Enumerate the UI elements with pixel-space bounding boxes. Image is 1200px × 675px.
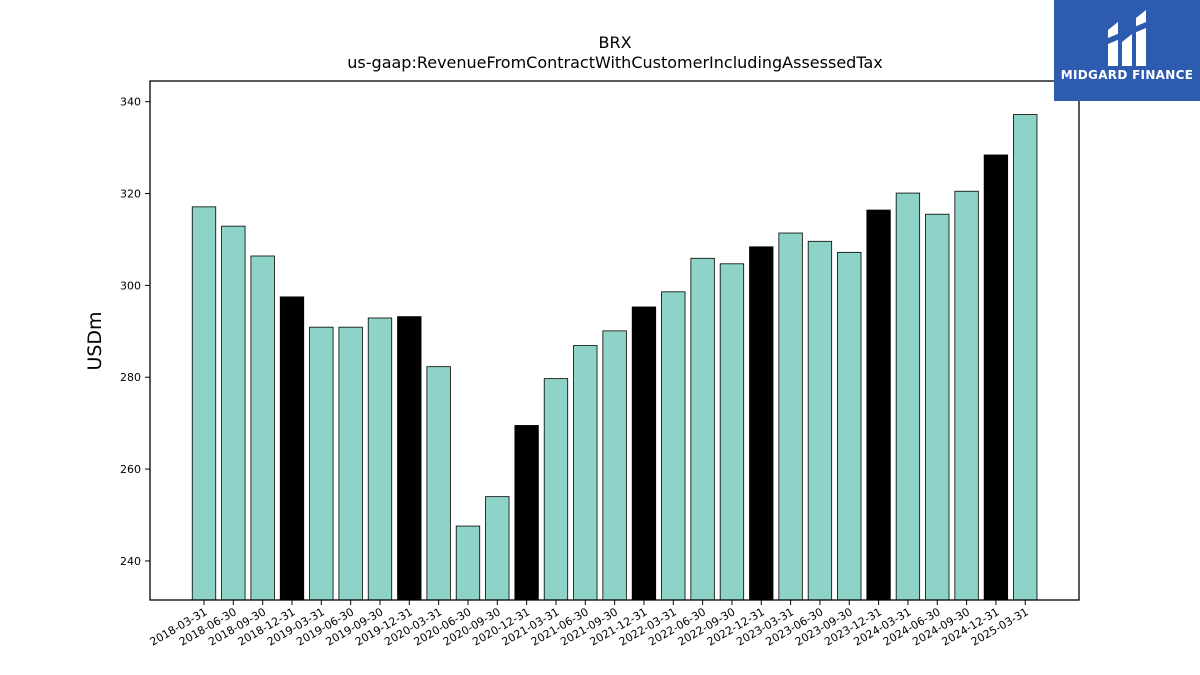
y-tick-label: 260 [120, 463, 141, 476]
bar-2022-12-31 [749, 246, 774, 601]
y-tick-label: 300 [120, 279, 141, 292]
brand-name: MIDGARD FINANCE [1060, 68, 1194, 82]
bar-2021-12-31 [631, 306, 657, 601]
bar-2022-09-30 [719, 263, 745, 601]
y-tick-label: 280 [120, 371, 141, 384]
bar-2023-12-31 [866, 209, 891, 601]
bar-2019-06-30 [338, 326, 363, 601]
bar-2024-12-31 [983, 154, 1009, 601]
bar-2020-12-31 [514, 425, 539, 601]
bars-group [191, 114, 1038, 601]
bar-2022-03-31 [661, 291, 686, 601]
bar-2024-03-31 [895, 192, 921, 601]
bar-2021-06-30 [573, 345, 598, 601]
brand-mark-icon [1108, 10, 1146, 66]
bar-2018-09-30 [250, 255, 275, 601]
bar-2018-12-31 [279, 296, 305, 601]
bar-2018-03-31 [191, 206, 217, 601]
bar-2018-06-30 [221, 225, 246, 601]
bar-2023-09-30 [837, 251, 862, 601]
bar-2020-03-31 [426, 366, 451, 601]
y-tick-label: 340 [120, 96, 141, 109]
bar-2021-03-31 [543, 378, 569, 601]
brand-logo: MIDGARD FINANCE [1054, 0, 1200, 101]
chart-subtitle: us-gaap:RevenueFromContractWithCustomerI… [347, 53, 882, 72]
bar-2024-06-30 [925, 213, 950, 601]
chart-title: BRX [598, 33, 631, 52]
bar-2025-03-31 [1013, 114, 1038, 601]
bar-2019-03-31 [309, 326, 334, 601]
bar-2023-03-31 [778, 232, 803, 601]
bar-2020-09-30 [485, 496, 510, 601]
bar-2019-09-30 [367, 317, 393, 601]
bar-2019-12-31 [397, 316, 422, 601]
bar-2022-06-30 [690, 257, 715, 601]
y-axis-ticks: 240 260 280 300 320 340 [120, 96, 150, 568]
bar-2023-06-30 [807, 240, 833, 601]
bar-2020-06-30 [455, 525, 481, 601]
y-tick-label: 320 [120, 188, 141, 201]
x-axis-ticks: 2018-03-312018-06-302018-09-302018-12-31… [148, 600, 1031, 649]
plot-frame [149, 80, 1080, 601]
y-axis-label: USDm [84, 311, 106, 370]
bar-2021-09-30 [602, 330, 627, 601]
bar-2024-09-30 [954, 190, 979, 601]
y-tick-label: 240 [120, 555, 141, 568]
